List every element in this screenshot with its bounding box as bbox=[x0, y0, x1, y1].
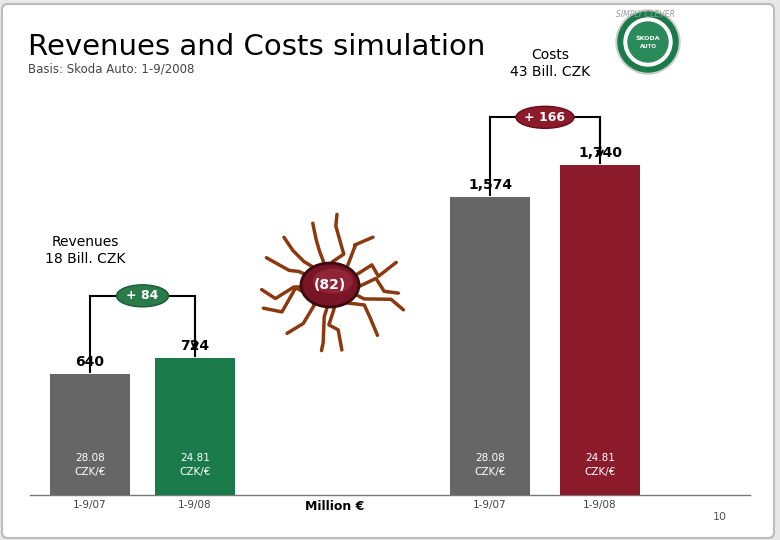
Text: 640: 640 bbox=[76, 355, 105, 369]
Ellipse shape bbox=[301, 263, 359, 307]
Text: SIMPLY CLEVER: SIMPLY CLEVER bbox=[615, 10, 675, 19]
Text: Revenues
18 Bill. CZK: Revenues 18 Bill. CZK bbox=[44, 234, 125, 266]
Circle shape bbox=[628, 22, 668, 62]
Text: AUTO: AUTO bbox=[640, 44, 657, 50]
Text: + 166: + 166 bbox=[524, 111, 566, 124]
Text: Basis: Skoda Auto: 1-9/2008: Basis: Skoda Auto: 1-9/2008 bbox=[28, 62, 194, 75]
Text: 1,574: 1,574 bbox=[468, 178, 512, 192]
Text: Costs
43 Bill. CZK: Costs 43 Bill. CZK bbox=[510, 48, 590, 79]
Text: 1-9/07: 1-9/07 bbox=[473, 500, 507, 510]
Ellipse shape bbox=[516, 106, 574, 129]
FancyBboxPatch shape bbox=[50, 374, 130, 495]
Circle shape bbox=[618, 12, 678, 72]
Text: 10: 10 bbox=[713, 512, 727, 522]
Text: 24.81
CZK/€: 24.81 CZK/€ bbox=[584, 454, 615, 477]
Text: 724: 724 bbox=[180, 339, 210, 353]
FancyBboxPatch shape bbox=[450, 197, 530, 495]
Text: (82): (82) bbox=[314, 278, 346, 292]
Text: ŠKODA: ŠKODA bbox=[636, 37, 661, 42]
Text: 28.08
CZK/€: 28.08 CZK/€ bbox=[74, 454, 105, 477]
FancyBboxPatch shape bbox=[560, 165, 640, 495]
FancyBboxPatch shape bbox=[2, 4, 774, 538]
Circle shape bbox=[624, 18, 672, 66]
Text: 28.08
CZK/€: 28.08 CZK/€ bbox=[474, 454, 505, 477]
Text: 24.81
CZK/€: 24.81 CZK/€ bbox=[179, 454, 211, 477]
Text: Revenues and Costs simulation: Revenues and Costs simulation bbox=[28, 33, 485, 61]
Text: 1-9/07: 1-9/07 bbox=[73, 500, 107, 510]
Ellipse shape bbox=[116, 285, 168, 307]
Ellipse shape bbox=[313, 268, 353, 294]
Circle shape bbox=[616, 10, 680, 74]
Text: + 84: + 84 bbox=[126, 289, 158, 302]
Text: Million €: Million € bbox=[305, 500, 365, 513]
Text: 1-9/08: 1-9/08 bbox=[583, 500, 617, 510]
FancyBboxPatch shape bbox=[155, 358, 235, 495]
Text: 1-9/08: 1-9/08 bbox=[178, 500, 212, 510]
Text: 1,740: 1,740 bbox=[578, 146, 622, 160]
